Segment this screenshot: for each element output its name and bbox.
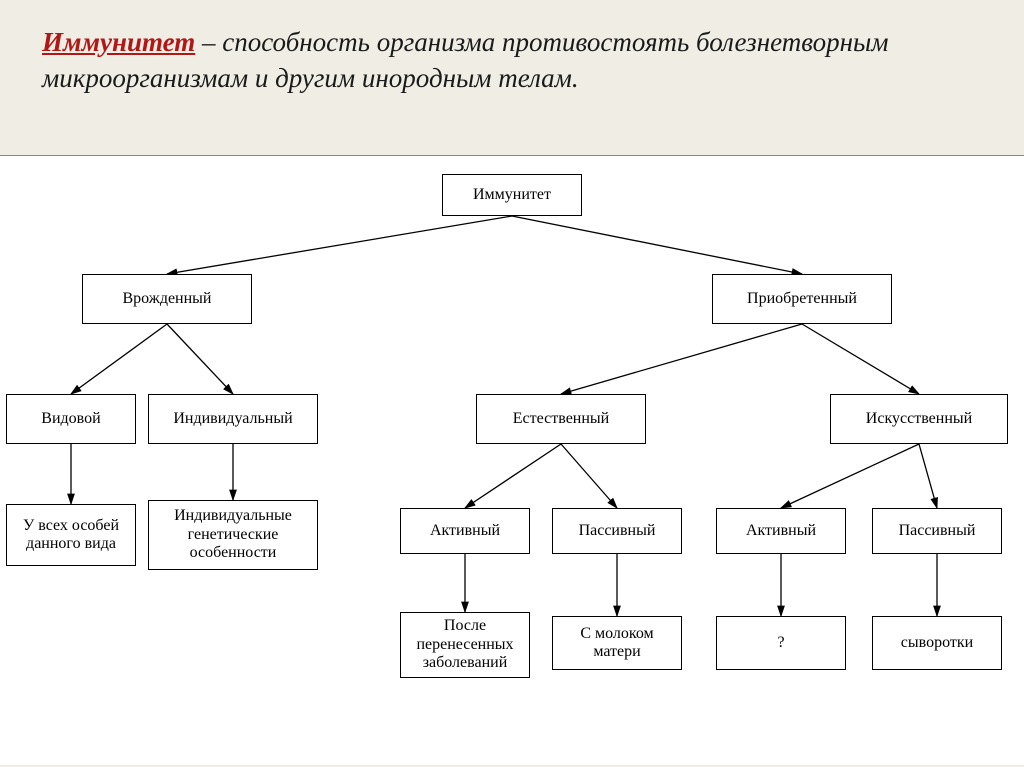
edge-root-innate bbox=[167, 216, 512, 274]
node-nat_pass: Пассивный bbox=[552, 508, 682, 554]
edge-innate-individual bbox=[167, 324, 233, 394]
diagram-area: ИммунитетВрожденныйПриобретенныйВидовойИ… bbox=[0, 155, 1024, 765]
edge-acquired-artificial bbox=[802, 324, 919, 394]
node-innate: Врожденный bbox=[82, 274, 252, 324]
node-art_pass_d: сыворотки bbox=[872, 616, 1002, 670]
node-nat_pass_d: С молоком матери bbox=[552, 616, 682, 670]
node-nat_act_d: После перенесенных заболеваний bbox=[400, 612, 530, 678]
node-root: Иммунитет bbox=[442, 174, 582, 216]
edge-innate-species bbox=[71, 324, 167, 394]
node-artificial: Искусственный bbox=[830, 394, 1008, 444]
node-art_pass: Пассивный bbox=[872, 508, 1002, 554]
node-acquired: Приобретенный bbox=[712, 274, 892, 324]
node-ind_desc: Индивидуальные генетические особенности bbox=[148, 500, 318, 570]
edge-root-acquired bbox=[512, 216, 802, 274]
edge-artificial-art_pass bbox=[919, 444, 937, 508]
edge-artificial-art_act bbox=[781, 444, 919, 508]
edge-acquired-natural bbox=[561, 324, 802, 394]
node-art_act_d: ? bbox=[716, 616, 846, 670]
node-spec_desc: У всех особей данного вида bbox=[6, 504, 136, 566]
definition-paragraph: Иммунитет – способность организма против… bbox=[0, 0, 1024, 115]
node-natural: Естественный bbox=[476, 394, 646, 444]
edge-natural-nat_pass bbox=[561, 444, 617, 508]
term-word: Иммунитет bbox=[42, 27, 195, 57]
node-nat_act: Активный bbox=[400, 508, 530, 554]
node-species: Видовой bbox=[6, 394, 136, 444]
node-individual: Индивидуальный bbox=[148, 394, 318, 444]
node-art_act: Активный bbox=[716, 508, 846, 554]
edge-natural-nat_act bbox=[465, 444, 561, 508]
